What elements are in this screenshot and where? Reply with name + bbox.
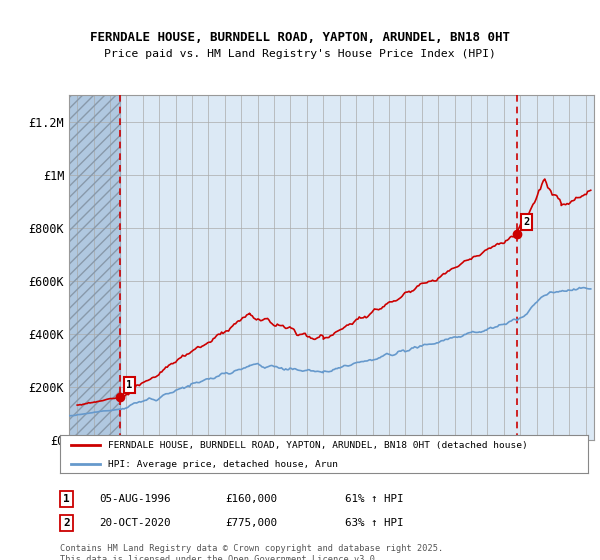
- Text: HPI: Average price, detached house, Arun: HPI: Average price, detached house, Arun: [107, 460, 338, 469]
- Text: 1: 1: [63, 494, 70, 504]
- Text: 63% ↑ HPI: 63% ↑ HPI: [345, 518, 404, 528]
- Bar: [69, 95, 120, 440]
- Text: £775,000: £775,000: [225, 518, 277, 528]
- Text: 1: 1: [127, 380, 133, 390]
- Text: 2: 2: [63, 518, 70, 528]
- Text: FERNDALE HOUSE, BURNDELL ROAD, YAPTON, ARUNDEL, BN18 0HT: FERNDALE HOUSE, BURNDELL ROAD, YAPTON, A…: [90, 31, 510, 44]
- Text: 2: 2: [523, 217, 530, 227]
- Text: Contains HM Land Registry data © Crown copyright and database right 2025.
This d: Contains HM Land Registry data © Crown c…: [60, 544, 443, 560]
- Text: Price paid vs. HM Land Registry's House Price Index (HPI): Price paid vs. HM Land Registry's House …: [104, 49, 496, 59]
- Text: 05-AUG-1996: 05-AUG-1996: [99, 494, 170, 504]
- Text: 20-OCT-2020: 20-OCT-2020: [99, 518, 170, 528]
- Text: £160,000: £160,000: [225, 494, 277, 504]
- Text: 61% ↑ HPI: 61% ↑ HPI: [345, 494, 404, 504]
- Text: FERNDALE HOUSE, BURNDELL ROAD, YAPTON, ARUNDEL, BN18 0HT (detached house): FERNDALE HOUSE, BURNDELL ROAD, YAPTON, A…: [107, 441, 527, 450]
- Bar: [69, 95, 120, 440]
